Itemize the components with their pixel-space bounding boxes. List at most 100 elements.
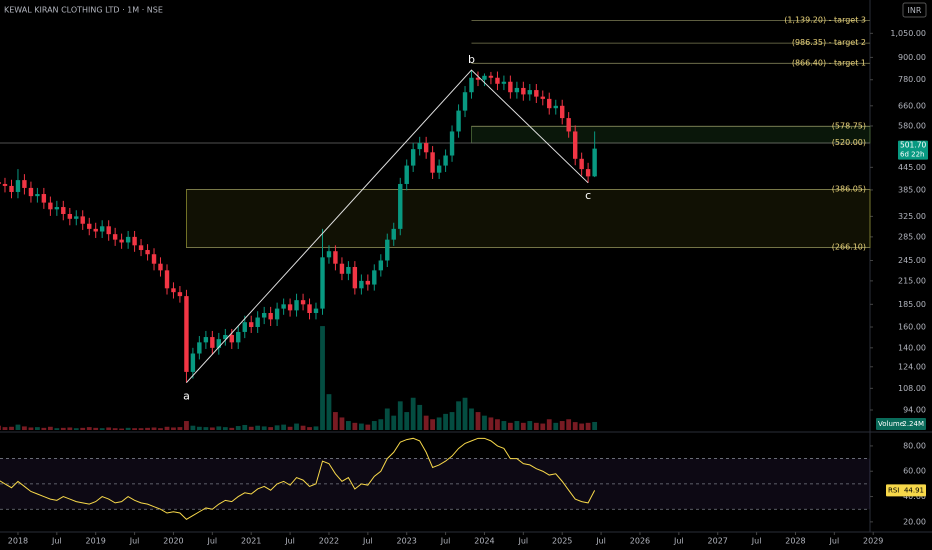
candle-body — [216, 339, 221, 348]
last-price-tag — [898, 140, 928, 160]
volume-bar — [417, 404, 423, 430]
candle-body — [210, 337, 215, 348]
volume-bar — [339, 417, 345, 430]
candle-body — [87, 223, 92, 229]
volume-bar — [482, 415, 487, 430]
candle-body — [436, 165, 442, 173]
candle-body — [488, 75, 494, 78]
volume-bar — [507, 422, 513, 430]
volume-bar — [346, 421, 351, 430]
x-tick-label: 2029 — [863, 537, 883, 546]
volume-bar — [520, 422, 526, 430]
y-tick-label: 660.00 — [898, 101, 926, 110]
volume-bar — [9, 426, 14, 430]
level-label: (578.75) — [832, 121, 866, 130]
candle-body — [125, 236, 131, 243]
y-tick-label: 325.00 — [898, 212, 926, 221]
candle-body — [261, 313, 267, 318]
candle-body — [119, 239, 124, 243]
candle-body — [99, 226, 105, 232]
zone — [186, 189, 871, 248]
x-tick-label: 2019 — [86, 537, 106, 546]
volume-bar — [313, 426, 319, 430]
y-tick-label: 580.00 — [898, 121, 926, 130]
candle-body — [9, 185, 14, 192]
volume-name: Volume — [878, 420, 904, 428]
candle-body — [475, 77, 481, 80]
volume-value: 2.24M — [902, 420, 924, 428]
last-price: 501.70 — [900, 141, 926, 150]
level-label: (866.40) - target 1 — [792, 58, 866, 67]
volume-bar — [572, 422, 578, 430]
y-tick-label: 245.00 — [898, 256, 926, 265]
volume-tag — [876, 418, 926, 430]
volume-bar — [294, 423, 299, 430]
candle-body — [22, 180, 27, 188]
y-tick-label: 385.00 — [898, 185, 926, 194]
volume-bar — [248, 426, 254, 430]
wave-label: c — [585, 189, 591, 202]
x-tick-label: Jul — [129, 537, 140, 546]
candle-body — [164, 270, 170, 289]
candle-body — [274, 308, 280, 320]
volume-bar — [22, 426, 27, 430]
volume-bar — [196, 426, 202, 430]
volume-bar — [553, 422, 559, 430]
chart-title: KEWAL KIRAN CLOTHING LTD · 1M · NSE — [4, 6, 163, 15]
volume-bar — [423, 415, 429, 430]
candle-body — [255, 317, 260, 327]
rsi-line — [0, 437, 596, 520]
candle-body — [281, 304, 286, 309]
x-tick-label: Jul — [440, 537, 451, 546]
candle-body — [190, 353, 196, 372]
volume-bar — [190, 425, 196, 430]
level-label: (986.35) - target 2 — [792, 38, 866, 47]
volume-bar — [592, 421, 598, 430]
candle-body — [48, 202, 53, 210]
x-tick-label: Jul — [51, 537, 62, 546]
currency: INR — [908, 6, 922, 15]
candle-body — [106, 226, 111, 235]
x-tick-label: 2018 — [8, 537, 28, 546]
rsi-tick-label: 40.00 — [903, 492, 926, 501]
y-tick-label: 160.00 — [898, 322, 926, 331]
volume-bar — [384, 408, 390, 430]
volume-bar — [449, 412, 455, 430]
candle-body — [294, 300, 299, 311]
x-tick-label: 2024 — [474, 537, 494, 546]
volume-bar — [106, 427, 112, 430]
candle-body — [553, 105, 558, 109]
y-tick-label: 285.00 — [898, 232, 926, 241]
x-tick-label: 2026 — [630, 537, 650, 546]
candle-body — [287, 304, 293, 311]
rsi-name: RSI — [888, 486, 899, 494]
volume-bar — [585, 422, 591, 430]
y-tick-label: 900.00 — [898, 53, 926, 62]
wave-line — [186, 69, 589, 383]
candle-body — [236, 331, 241, 343]
volume-bar — [2, 427, 8, 430]
candle-body — [132, 236, 137, 246]
volume-bar — [216, 426, 222, 430]
candle-body — [326, 251, 332, 258]
x-tick-label: 2020 — [163, 537, 183, 546]
volume-bar — [307, 427, 312, 430]
y-tick-label: 124.00 — [898, 362, 926, 371]
candle-body — [560, 105, 565, 119]
volume-bar — [333, 412, 338, 430]
volume-bar — [469, 408, 474, 430]
volume-bar — [462, 397, 468, 430]
volume-bar — [274, 425, 280, 430]
x-tick-label: 2022 — [319, 537, 339, 546]
candle-body — [391, 228, 396, 240]
volume-bar — [222, 427, 228, 430]
candle-body — [508, 81, 513, 93]
volume-bar — [371, 421, 377, 430]
x-tick-label: Jul — [284, 537, 295, 546]
y-tick-label: 1,050.00 — [890, 29, 926, 38]
volume-bar — [54, 428, 60, 430]
volume-bar — [80, 427, 86, 430]
candle-body — [359, 280, 364, 289]
candle-body — [93, 228, 98, 232]
